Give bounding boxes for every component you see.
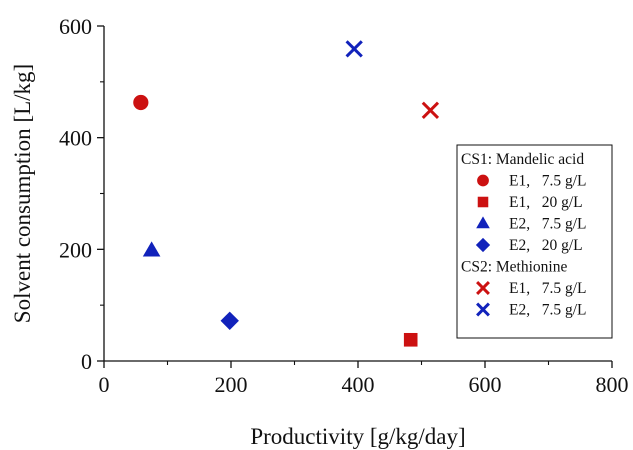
legend-group-title: CS1: Mandelic acid (461, 151, 584, 168)
x-marker-stroke (421, 101, 440, 119)
y-tick-label: 600 (59, 14, 92, 39)
x-tick-label: 400 (342, 372, 375, 397)
data-point-triangle (142, 241, 161, 257)
legend-entry-label: E2, 7.5 g/L (509, 216, 587, 233)
legend-entry-label: E2, 7.5 g/L (509, 302, 587, 319)
legend-group-title: CS2: Methionine (461, 259, 567, 276)
x-tick-label: 200 (215, 372, 248, 397)
legend-entry-label: E1, 7.5 g/L (509, 280, 587, 297)
legend-entry-label: E1, 20 g/L (509, 194, 583, 211)
x-axis-title: Productivity [g/kg/day] (250, 424, 465, 449)
legend-marker-circle (477, 174, 489, 187)
legend-marker-x (476, 281, 490, 295)
legend-marker-square (477, 196, 489, 208)
x-tick-label: 600 (469, 372, 502, 397)
legend: CS1: Mandelic acid E1, 7.5 g/L E1, 20 g/L E… (456, 144, 613, 339)
x-tick-label: 800 (596, 372, 629, 397)
data-points (133, 40, 440, 347)
data-point-square (403, 332, 418, 347)
legend-entry-label: E2, 20 g/L (509, 237, 583, 254)
x-marker-stroke (476, 302, 490, 317)
data-point-diamond (220, 311, 239, 330)
y-tick-label: 0 (81, 349, 92, 374)
x-marker-stroke (476, 281, 490, 295)
ticks: 0 200 400 600 800 0 200 400 600 (59, 14, 629, 397)
data-point-x (345, 40, 363, 58)
legend-entry-label: E1, 7.5 g/L (509, 173, 587, 190)
data-point-circle (133, 94, 149, 111)
y-tick-label: 400 (59, 126, 92, 151)
x-tick-label: 0 (99, 372, 110, 397)
legend-marker-triangle (476, 216, 490, 229)
data-point-x (421, 101, 440, 119)
legend-marker-diamond (475, 237, 491, 253)
y-axis-title: Solvent consumption [L/kg] (10, 64, 35, 323)
x-marker-stroke (345, 40, 363, 58)
y-tick-label: 200 (59, 237, 92, 262)
legend-marker-x (476, 302, 490, 317)
